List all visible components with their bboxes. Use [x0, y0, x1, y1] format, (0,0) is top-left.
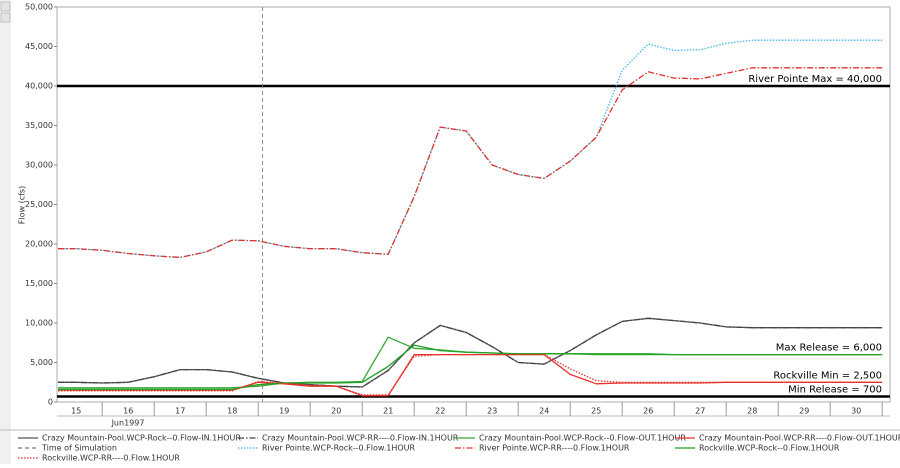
reference-label: Rockville Min = 2,500	[773, 370, 882, 381]
series-line	[58, 317, 883, 388]
y-tick-label: 30,000	[25, 161, 53, 170]
reference-label: River Pointe Max = 40,000	[748, 74, 882, 85]
plot-area	[56, 6, 891, 403]
x-tick-label: 24	[539, 407, 549, 416]
x-tick-label: 27	[695, 407, 705, 416]
x-tick-label: 18	[227, 407, 237, 416]
legend-label: Crazy Mountain-Pool.WCP-Rock--0.Flow-OUT…	[479, 434, 686, 443]
x-tick-label: 29	[799, 407, 809, 416]
series-line	[58, 67, 883, 259]
y-tick-label: 50,000	[25, 3, 53, 12]
toolbar	[0, 0, 11, 464]
reference-label: Max Release = 6,000	[776, 343, 882, 354]
x-tick-label: 23	[487, 407, 497, 416]
y-tick-label: 10,000	[25, 319, 53, 328]
y-axis-label: Flow (cfs)	[18, 186, 27, 224]
legend-label: Time of Simulation	[41, 444, 117, 453]
y-tick-label: 25,000	[25, 200, 53, 209]
x-tick-label: 17	[175, 407, 185, 416]
y-tick-label: 45,000	[25, 42, 53, 51]
reference-label: Min Release = 700	[788, 384, 882, 395]
legend-label: Crazy Mountain-Pool.WCP-RR----0.Flow-IN.…	[262, 434, 459, 443]
zoom-tool[interactable]	[0, 12, 11, 23]
legend-label: River Pointe.WCP-RR----0.Flow.1HOUR	[479, 444, 630, 453]
legend-label: Crazy Mountain-Pool.WCP-Rock--0.Flow-IN.…	[42, 434, 241, 443]
x-tick-label: 30	[851, 407, 861, 416]
y-tick-label: 40,000	[25, 82, 53, 91]
x-sub-label: Jun1997	[111, 419, 145, 428]
x-tick-label: 15	[71, 407, 81, 416]
x-tick-label: 28	[747, 407, 757, 416]
series-line	[58, 353, 883, 396]
x-tick-label: 25	[591, 407, 601, 416]
x-tick-label: 26	[643, 407, 653, 416]
pointer-tool[interactable]	[0, 1, 11, 12]
x-tick-label: 21	[383, 407, 393, 416]
legend-label: Rockville.WCP-RR----0.Flow.1HOUR	[42, 454, 180, 463]
legend-label: Rockville.WCP-Rock--0.Flow.1HOUR	[699, 444, 840, 453]
series-line	[58, 344, 883, 391]
legend-label: Crazy Mountain-Pool.WCP-RR----0.Flow-OUT…	[699, 434, 900, 443]
legend-label: River Pointe.WCP-Rock--0.Flow.1HOUR	[262, 444, 415, 453]
x-tick-label: 20	[331, 407, 341, 416]
x-tick-label: 22	[435, 407, 445, 416]
x-tick-label: 16	[123, 407, 133, 416]
x-tick-label: 19	[279, 407, 289, 416]
y-tick-label: 35,000	[25, 121, 53, 130]
y-tick-label: 15,000	[25, 279, 53, 288]
y-tick-label: 20,000	[25, 240, 53, 249]
y-tick-label: 0	[48, 398, 53, 407]
y-tick-label: 5,000	[30, 358, 53, 367]
